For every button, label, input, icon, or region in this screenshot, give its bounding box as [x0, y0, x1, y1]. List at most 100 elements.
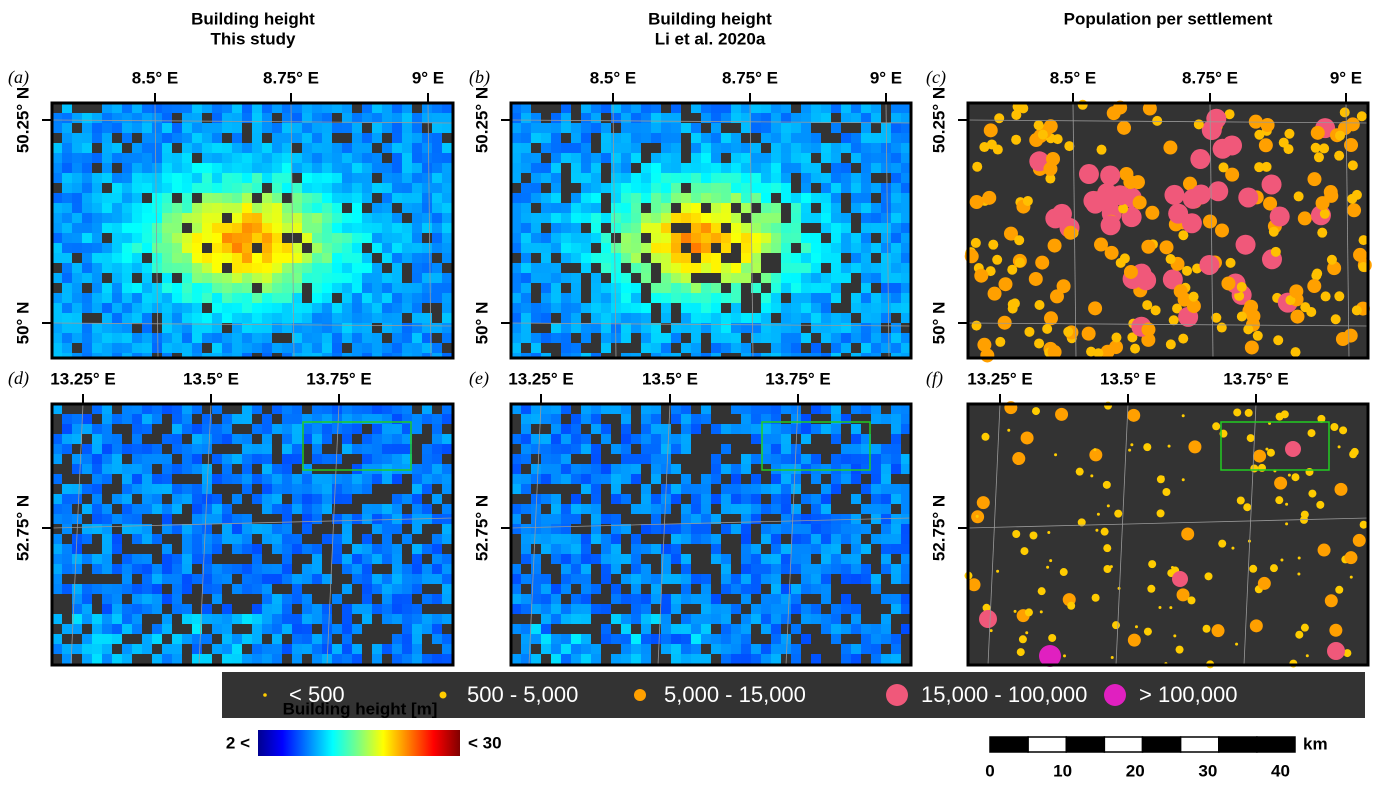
raster-cell	[202, 654, 212, 664]
raster-cell	[402, 253, 412, 263]
raster-cell	[731, 343, 741, 353]
raster-cell	[282, 504, 292, 514]
raster-cell	[202, 534, 212, 544]
raster-cell	[721, 313, 731, 323]
raster-cell	[232, 243, 242, 253]
raster-cell	[202, 133, 212, 143]
raster-cell	[651, 203, 661, 213]
raster-cell	[541, 333, 551, 343]
raster-cell	[621, 444, 631, 454]
raster-cell	[591, 464, 601, 474]
raster-cell	[112, 343, 122, 353]
raster-cell	[382, 544, 392, 554]
raster-cell	[701, 614, 711, 624]
raster-cell	[242, 434, 252, 444]
raster-cell	[721, 173, 731, 183]
raster-cell	[891, 414, 901, 424]
raster-cell	[352, 213, 362, 223]
raster-cell	[332, 233, 342, 243]
raster-cell	[302, 193, 312, 203]
raster-cell	[681, 213, 691, 223]
raster-cell	[262, 494, 272, 504]
raster-cell	[162, 434, 172, 444]
raster-cell	[332, 313, 342, 323]
raster-cell	[322, 634, 332, 644]
settlement	[1047, 531, 1050, 534]
settlement	[1063, 654, 1066, 657]
raster-cell	[92, 624, 102, 634]
raster-cell	[891, 123, 901, 133]
raster-cell	[62, 494, 72, 504]
raster-cell	[172, 123, 182, 133]
raster-cell	[701, 143, 711, 153]
raster-cell	[82, 464, 92, 474]
settlement	[1352, 305, 1362, 315]
raster-cell	[681, 203, 691, 213]
raster-cell	[272, 233, 282, 243]
raster-cell	[412, 133, 422, 143]
raster-cell	[282, 594, 292, 604]
raster-cell	[72, 263, 82, 273]
raster-cell	[232, 153, 242, 163]
raster-cell	[412, 504, 422, 514]
raster-cell	[252, 494, 262, 504]
raster-cell	[751, 223, 761, 233]
raster-cell	[711, 313, 721, 323]
raster-cell	[442, 614, 452, 624]
raster-cell	[521, 484, 531, 494]
raster-cell	[731, 634, 741, 644]
raster-cell	[731, 233, 741, 243]
raster-cell	[811, 303, 821, 313]
raster-cell	[332, 203, 342, 213]
raster-cell	[751, 504, 761, 514]
raster-cell	[801, 634, 811, 644]
settlement	[1107, 504, 1110, 507]
raster-cell	[352, 574, 362, 584]
raster-cell	[831, 183, 841, 193]
raster-cell	[192, 544, 202, 554]
raster-cell	[701, 624, 711, 634]
raster-cell	[881, 524, 891, 534]
raster-cell	[172, 564, 182, 574]
raster-cell	[62, 514, 72, 524]
raster-cell	[791, 644, 801, 654]
raster-cell	[412, 193, 422, 203]
raster-cell	[861, 213, 871, 223]
raster-cell	[861, 223, 871, 233]
raster-cell	[372, 504, 382, 514]
raster-cell	[82, 524, 92, 534]
raster-cell	[701, 233, 711, 243]
legend-marker	[1104, 684, 1126, 706]
raster-cell	[432, 564, 442, 574]
raster-cell	[232, 544, 242, 554]
raster-cell	[651, 524, 661, 534]
raster-cell	[202, 193, 212, 203]
settlement	[1262, 162, 1272, 172]
settlement	[1034, 338, 1044, 348]
raster-cell	[342, 113, 352, 123]
raster-cell	[392, 434, 402, 444]
raster-cell	[741, 343, 751, 353]
raster-cell	[252, 173, 262, 183]
raster-cell	[392, 123, 402, 133]
raster-cell	[721, 233, 731, 243]
raster-cell	[691, 193, 701, 203]
raster-cell	[372, 313, 382, 323]
raster-cell	[681, 263, 691, 273]
raster-cell	[252, 303, 262, 313]
raster-cell	[102, 454, 112, 464]
raster-cell	[671, 534, 681, 544]
raster-cell	[62, 183, 72, 193]
raster-cell	[841, 263, 851, 273]
raster-cell	[771, 153, 781, 163]
raster-cell	[631, 153, 641, 163]
raster-cell	[252, 273, 262, 283]
raster-cell	[801, 524, 811, 534]
raster-cell	[701, 303, 711, 313]
raster-cell	[561, 243, 571, 253]
raster-cell	[851, 333, 861, 343]
raster-cell	[871, 634, 881, 644]
raster-cell	[751, 243, 761, 253]
raster-cell	[741, 253, 751, 263]
raster-cell	[342, 233, 352, 243]
